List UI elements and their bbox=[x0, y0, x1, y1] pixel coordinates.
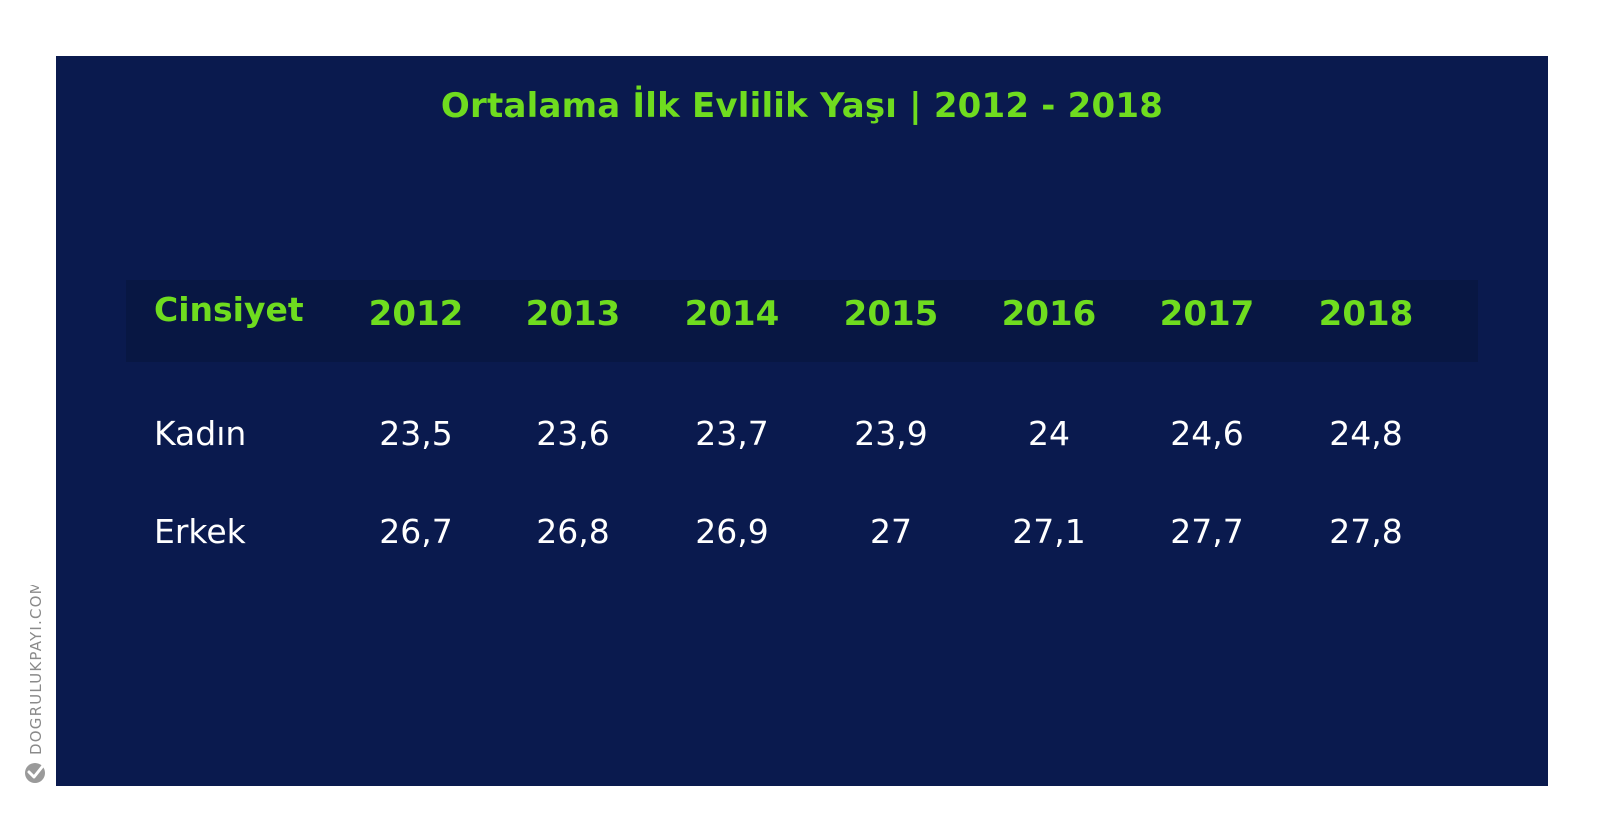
watermark: DOGRULUKPAYI.COM bbox=[25, 585, 45, 783]
row-label-0: Kadın bbox=[154, 414, 247, 453]
header-year-2017: 2017 bbox=[1159, 294, 1255, 334]
header-year-2015: 2015 bbox=[843, 294, 939, 334]
table-cell-1-2016: 27,1 bbox=[1012, 512, 1086, 551]
table-cell-1-2015: 27 bbox=[870, 512, 912, 551]
header-year-2012: 2012 bbox=[368, 294, 464, 334]
table-cell-0-2018: 24,8 bbox=[1329, 414, 1403, 453]
table-cell-0-2014: 23,7 bbox=[695, 414, 769, 453]
header-cinsiyet: Cinsiyet bbox=[154, 290, 304, 329]
table-cell-0-2016: 24 bbox=[1028, 414, 1070, 453]
watermark-text: DOGRULUKPAYI.COM bbox=[27, 585, 45, 755]
table-cell-1-2017: 27,7 bbox=[1170, 512, 1244, 551]
header-year-2016: 2016 bbox=[1001, 294, 1097, 334]
table-cell-0-2015: 23,9 bbox=[854, 414, 928, 453]
row-label-1: Erkek bbox=[154, 512, 246, 551]
table-cell-0-2013: 23,6 bbox=[536, 414, 610, 453]
table-cell-0-2017: 24,6 bbox=[1170, 414, 1244, 453]
table-cell-1-2013: 26,8 bbox=[536, 512, 610, 551]
table-cell-1-2012: 26,7 bbox=[379, 512, 453, 551]
table-header-band bbox=[126, 280, 1478, 362]
chart-title: Ortalama İlk Evlilik Yaşı | 2012 - 2018 bbox=[440, 86, 1164, 126]
header-year-2014: 2014 bbox=[684, 294, 780, 334]
header-year-2013: 2013 bbox=[525, 294, 621, 334]
watermark-logo-icon bbox=[25, 763, 45, 783]
table-cell-0-2012: 23,5 bbox=[379, 414, 453, 453]
table-cell-1-2014: 26,9 bbox=[695, 512, 769, 551]
table-cell-1-2018: 27,8 bbox=[1329, 512, 1403, 551]
chart-panel: Ortalama İlk Evlilik Yaşı | 2012 - 2018 … bbox=[56, 56, 1548, 786]
header-year-2018: 2018 bbox=[1318, 294, 1414, 334]
